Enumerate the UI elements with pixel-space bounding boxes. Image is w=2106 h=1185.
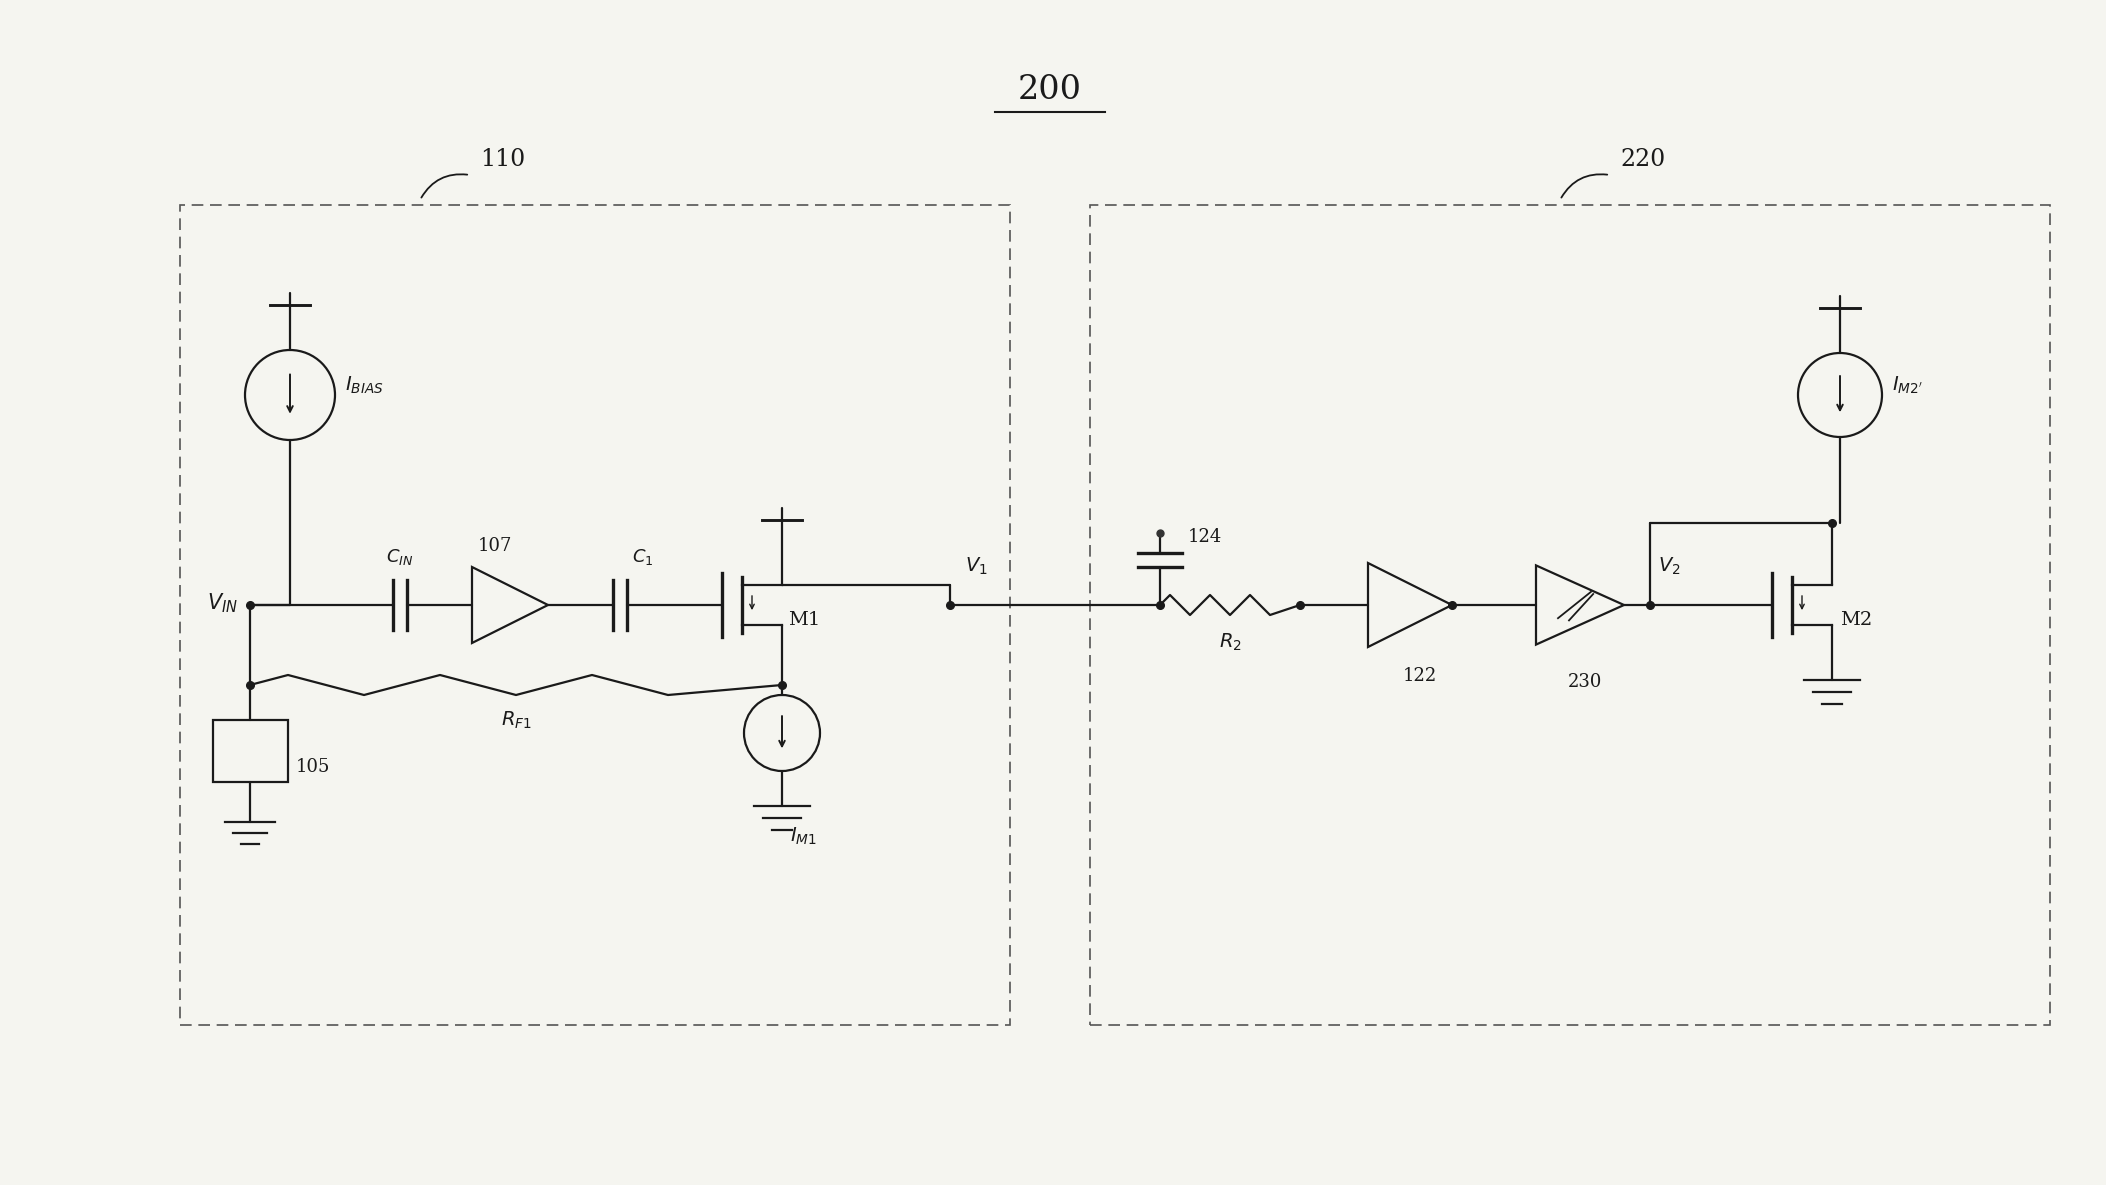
Text: $V_{IN}$: $V_{IN}$ (206, 591, 238, 615)
Text: $R_2$: $R_2$ (1219, 632, 1240, 653)
Text: 200: 200 (1017, 73, 1082, 105)
Text: 110: 110 (480, 148, 524, 172)
Text: $I_{M2'}$: $I_{M2'}$ (1891, 374, 1923, 396)
Text: M2: M2 (1841, 611, 1872, 629)
Text: $V_2$: $V_2$ (1657, 556, 1681, 577)
Text: 122: 122 (1403, 667, 1436, 685)
Text: 107: 107 (478, 537, 512, 555)
Text: $C_{IN}$: $C_{IN}$ (385, 547, 413, 566)
Text: 105: 105 (295, 758, 331, 776)
Text: $R_{F1}$: $R_{F1}$ (501, 710, 531, 731)
Text: $I_{BIAS}$: $I_{BIAS}$ (345, 374, 383, 396)
Text: 220: 220 (1620, 148, 1666, 172)
Text: 124: 124 (1188, 529, 1221, 546)
Text: 230: 230 (1567, 673, 1603, 691)
Text: $I_{M1}$: $I_{M1}$ (790, 826, 817, 847)
Bar (213, 720, 289, 782)
Text: $C_1$: $C_1$ (632, 547, 653, 566)
Text: M1: M1 (788, 611, 819, 629)
Text: $V_1$: $V_1$ (965, 556, 988, 577)
